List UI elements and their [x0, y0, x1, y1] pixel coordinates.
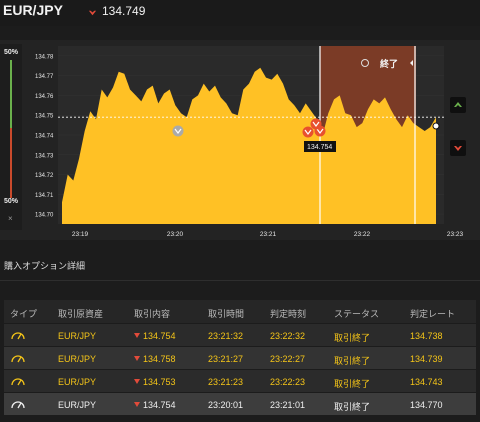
row-judge-time: 23:22:27	[270, 354, 306, 364]
row-time: 23:21:23	[208, 377, 244, 387]
entry-marker[interactable]	[310, 118, 322, 130]
row-rate: 134.738	[410, 331, 443, 341]
header-content: 取引内容	[134, 309, 171, 319]
price-area-series	[62, 67, 436, 224]
gauge-bottom-label: 50%	[4, 198, 19, 205]
x-tick-label: 23:20	[167, 231, 184, 238]
y-tick-label: 134.78	[35, 54, 54, 60]
section-title: 購入オプション詳細	[4, 261, 86, 271]
x-tick-label: 23:21	[260, 231, 277, 238]
current-price: 134.749	[102, 4, 146, 18]
table-row[interactable]: EUR/JPY 134.754 23:21:32 23:22:32 取引終了 1…	[4, 323, 476, 346]
table-row[interactable]: EUR/JPY 134.753 23:21:23 23:22:23 取引終了 1…	[4, 369, 476, 392]
row-asset: EUR/JPY	[58, 377, 97, 387]
x-tick-label: 23:22	[354, 231, 371, 238]
entry-marker-icon	[316, 128, 324, 134]
row-status: 取引終了	[334, 333, 371, 343]
x-tick-label: 23:19	[72, 231, 89, 238]
down-arrow-icon	[134, 356, 140, 361]
header-bar: EUR/JPY 134.749	[0, 0, 480, 26]
x-tick-label: 23:23	[447, 231, 464, 238]
row-content: 134.753	[134, 377, 176, 387]
row-content: 134.754	[134, 331, 176, 341]
row-rate: 134.743	[410, 377, 443, 387]
row-rate: 134.739	[410, 354, 443, 364]
y-tick-label: 134.77	[35, 74, 54, 80]
row-asset: EUR/JPY	[58, 400, 97, 410]
currency-pair-title: EUR/JPY	[3, 2, 63, 18]
gauge-up-bar	[10, 60, 12, 128]
down-arrow-icon	[134, 379, 140, 384]
entry-marker-icon	[174, 128, 182, 134]
row-status: 取引終了	[334, 356, 371, 366]
price-tag-label: 134.754	[307, 144, 332, 151]
row-content: 134.758	[134, 354, 176, 364]
entry-marker[interactable]	[172, 125, 184, 137]
header-rate: 判定レート	[410, 309, 456, 319]
speedometer-icon	[11, 401, 25, 409]
speedometer-icon	[11, 355, 25, 363]
row-status: 取引終了	[334, 402, 371, 412]
header-judge-time: 判定時刻	[270, 309, 307, 319]
row-time: 23:21:27	[208, 354, 244, 364]
price-chart[interactable]: 終了 134.78 134.77 134.76 134.75 134.74 134.73 1…	[0, 40, 480, 240]
divider	[0, 280, 480, 281]
expiry-label: 終了	[380, 58, 398, 69]
row-asset: EUR/JPY	[58, 331, 97, 341]
up-arrow-icon	[454, 102, 462, 107]
call-button[interactable]	[450, 97, 466, 113]
row-rate: 134.770	[410, 400, 443, 410]
row-judge-time: 23:22:32	[270, 331, 306, 341]
row-status: 取引終了	[334, 379, 371, 389]
table-header: タイプ 取引原資産 取引内容 取引時間 判定時刻 ステータス 判定レート	[4, 300, 476, 323]
speedometer-icon	[11, 378, 25, 386]
row-content-value: 134.754	[143, 400, 176, 410]
entry-marker[interactable]	[302, 126, 314, 138]
row-judge-time: 23:22:23	[270, 377, 306, 387]
y-tick-label: 134.75	[35, 114, 54, 120]
header-status: ステータス	[334, 309, 380, 319]
down-arrow-icon	[134, 402, 140, 407]
header-asset: 取引原資産	[58, 309, 104, 319]
header-type: タイプ	[10, 309, 38, 319]
row-content-value: 134.758	[143, 354, 176, 364]
y-tick-label: 134.70	[35, 213, 54, 219]
down-arrow-icon	[134, 333, 140, 338]
y-tick-label: 134.74	[35, 134, 54, 140]
table-row[interactable]: EUR/JPY 134.758 23:21:27 23:22:27 取引終了 1…	[4, 346, 476, 369]
expiry-arrow-icon	[410, 60, 413, 66]
row-time: 23:21:32	[208, 331, 244, 341]
trade-markers	[172, 118, 326, 138]
entry-marker-icon	[304, 129, 312, 135]
down-arrow-icon	[88, 10, 97, 16]
row-time: 23:20:01	[208, 400, 244, 410]
y-tick-label: 134.76	[35, 94, 54, 100]
row-content: 134.754	[134, 400, 176, 410]
price-tag	[304, 141, 336, 152]
row-content-value: 134.753	[143, 377, 176, 387]
clock-icon	[361, 59, 369, 67]
sentiment-gauge: 50% 50% ×	[0, 44, 22, 230]
trade-history-table: タイプ 取引原資産 取引内容 取引時間 判定時刻 ステータス 判定レート EUR…	[4, 300, 476, 415]
table-row[interactable]: EUR/JPY 134.754 23:20:01 23:21:01 取引終了 1…	[4, 392, 476, 415]
gauge-close-icon[interactable]: ×	[8, 214, 13, 223]
gauge-top-label: 50%	[4, 49, 19, 56]
entry-marker-icon	[312, 121, 320, 127]
expiry-header: 終了	[361, 58, 413, 69]
current-price-dot	[432, 122, 440, 130]
y-tick-label: 134.72	[35, 173, 54, 179]
row-asset: EUR/JPY	[58, 354, 97, 364]
down-arrow-icon	[454, 146, 462, 151]
header-time: 取引時間	[208, 309, 245, 319]
gauge-down-bar	[10, 128, 12, 198]
row-content-value: 134.754	[143, 331, 176, 341]
put-button[interactable]	[450, 140, 466, 156]
speedometer-icon	[11, 332, 25, 340]
row-judge-time: 23:21:01	[270, 400, 306, 410]
y-tick-label: 134.73	[35, 153, 54, 159]
y-tick-label: 134.71	[35, 193, 54, 199]
